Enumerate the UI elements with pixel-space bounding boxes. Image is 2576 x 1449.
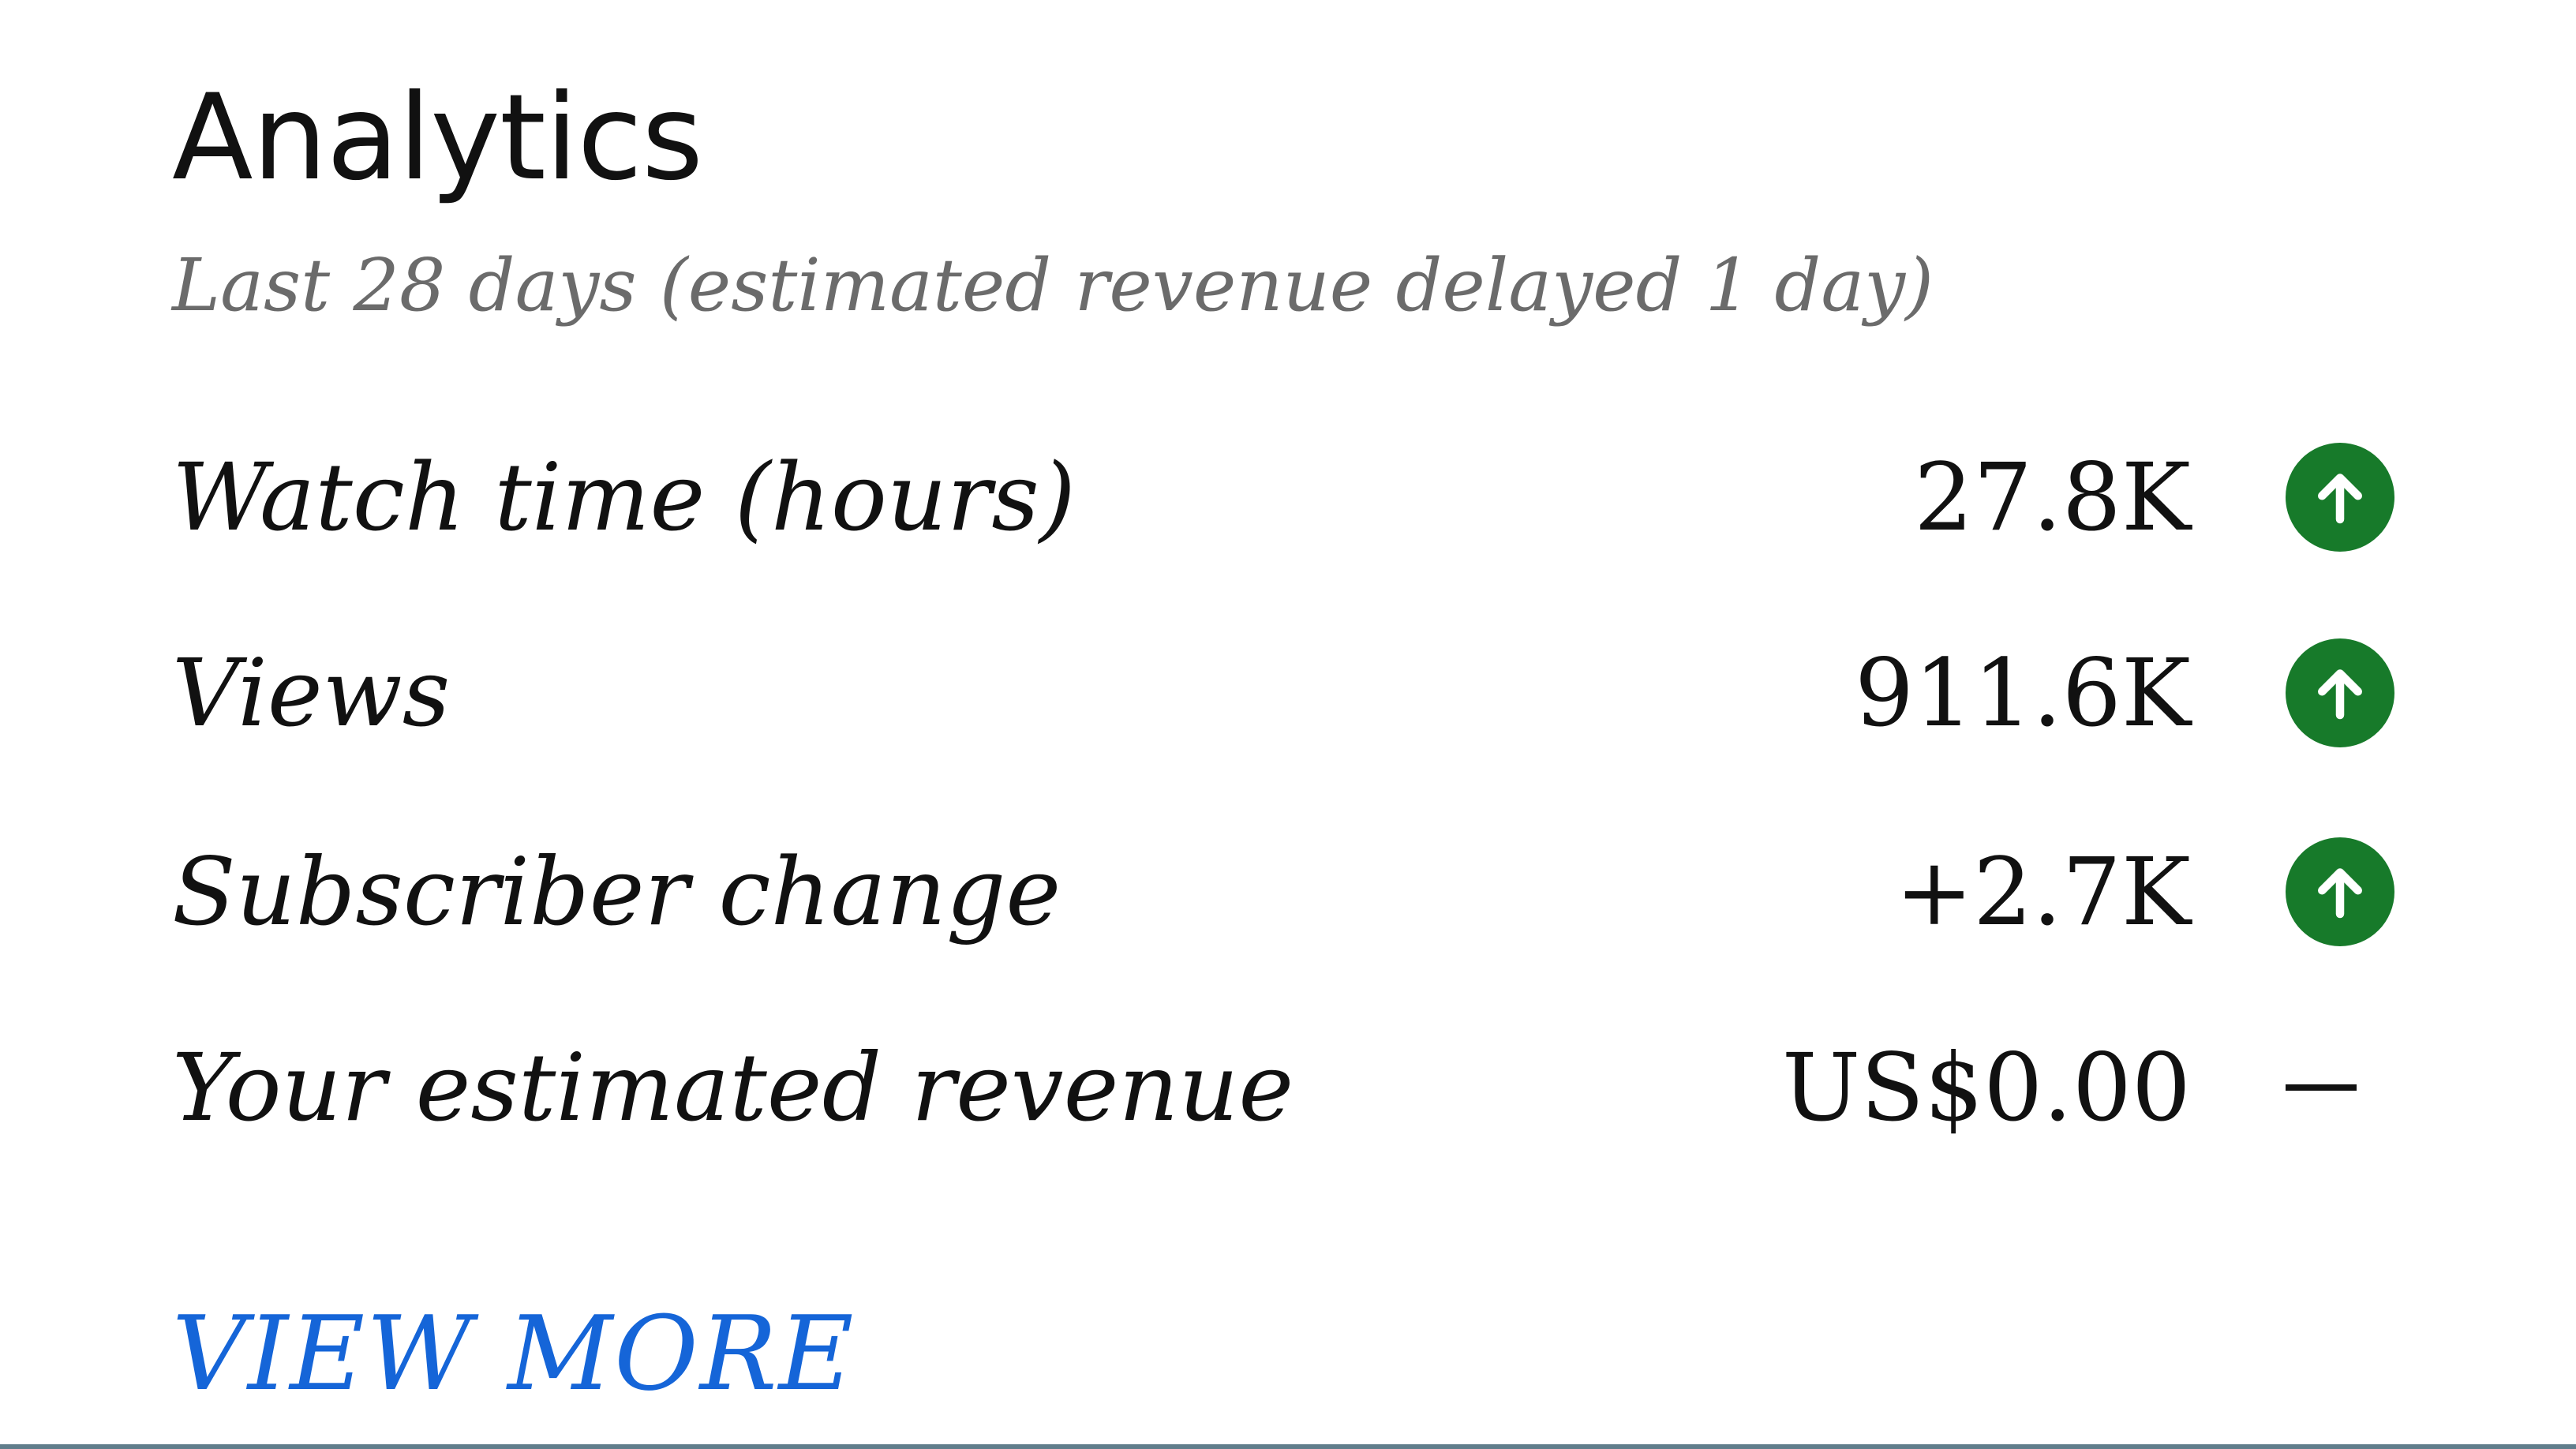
metric-row-watch-time: Watch time (hours) 27.8K	[172, 418, 2394, 576]
metric-row-views: Views 911.6K	[172, 614, 2394, 772]
metric-label: Subscriber change	[172, 837, 1061, 946]
card-title: Analytics	[172, 69, 703, 207]
card-subtitle: Last 28 days (estimated revenue delayed …	[172, 243, 1934, 328]
metric-value: US$0.00	[1781, 1033, 2191, 1142]
arrow-up-circle-icon	[2286, 443, 2394, 552]
arrow-up-circle-icon	[2286, 638, 2394, 747]
metric-value: 27.8K	[1914, 443, 2191, 552]
metric-label: Watch time (hours)	[172, 443, 1076, 552]
metric-value: 911.6K	[1855, 638, 2191, 747]
bottom-divider	[0, 1444, 2576, 1449]
view-more-button[interactable]: VIEW MORE	[172, 1294, 856, 1413]
arrow-up-circle-icon	[2286, 837, 2394, 946]
metric-label: Views	[172, 638, 451, 747]
metric-row-estimated-revenue: Your estimated revenue US$0.00	[172, 1009, 2394, 1166]
metric-value: +2.7K	[1895, 837, 2191, 946]
dash-icon	[2286, 1084, 2357, 1091]
metric-label: Your estimated revenue	[172, 1033, 1294, 1142]
metric-row-subscriber-change: Subscriber change +2.7K	[172, 813, 2394, 971]
